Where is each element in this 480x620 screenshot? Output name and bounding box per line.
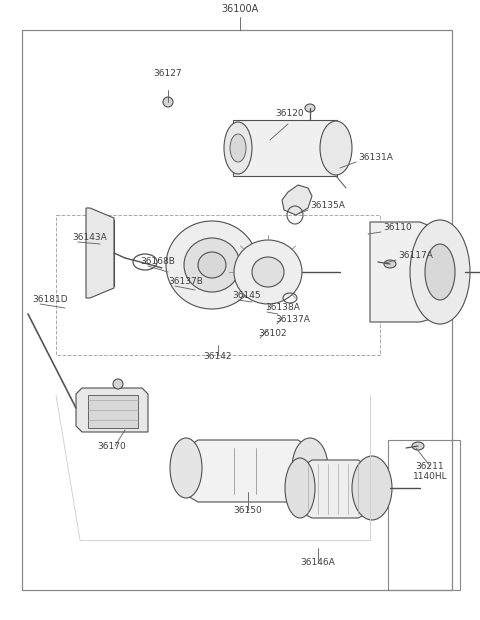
Text: 36131A: 36131A <box>358 154 393 162</box>
Ellipse shape <box>198 252 226 278</box>
Ellipse shape <box>412 442 424 450</box>
Polygon shape <box>186 440 310 502</box>
Polygon shape <box>76 388 148 432</box>
Ellipse shape <box>292 438 328 498</box>
Text: 36117A: 36117A <box>398 252 433 260</box>
Text: 36137A: 36137A <box>275 316 310 324</box>
Text: 36150: 36150 <box>234 506 263 515</box>
Ellipse shape <box>410 220 470 324</box>
Ellipse shape <box>166 221 258 309</box>
Polygon shape <box>300 460 372 518</box>
Text: 36145: 36145 <box>232 291 261 301</box>
Ellipse shape <box>184 238 240 292</box>
Ellipse shape <box>352 456 392 520</box>
Text: 36135A: 36135A <box>310 200 345 210</box>
Bar <box>22 30 452 590</box>
Text: 36110: 36110 <box>383 223 412 232</box>
Text: 36142: 36142 <box>204 352 232 361</box>
Ellipse shape <box>285 458 315 518</box>
Ellipse shape <box>252 257 284 287</box>
Text: 36138A: 36138A <box>265 304 300 312</box>
Text: 36168B: 36168B <box>140 257 175 267</box>
Ellipse shape <box>170 438 202 498</box>
Polygon shape <box>370 222 440 322</box>
Text: 36170: 36170 <box>97 442 126 451</box>
Bar <box>233 120 337 176</box>
Ellipse shape <box>384 260 396 268</box>
Text: 36137B: 36137B <box>168 278 203 286</box>
Text: 36146A: 36146A <box>300 558 336 567</box>
Text: 36211
1140HL: 36211 1140HL <box>413 462 447 481</box>
Ellipse shape <box>224 122 252 174</box>
Bar <box>388 440 460 590</box>
Polygon shape <box>282 185 312 215</box>
Bar <box>86 220 114 286</box>
Bar <box>56 215 380 355</box>
Ellipse shape <box>113 379 123 389</box>
Ellipse shape <box>425 244 455 300</box>
Text: 36127: 36127 <box>154 69 182 78</box>
Ellipse shape <box>305 104 315 112</box>
Ellipse shape <box>320 121 352 175</box>
Ellipse shape <box>234 240 302 304</box>
Ellipse shape <box>163 97 173 107</box>
Text: 36181D: 36181D <box>32 296 68 304</box>
Ellipse shape <box>230 134 246 162</box>
Polygon shape <box>86 208 114 298</box>
Text: 36100A: 36100A <box>221 4 259 14</box>
Text: 36120: 36120 <box>276 109 304 118</box>
Text: 36143A: 36143A <box>72 234 107 242</box>
Text: 36102: 36102 <box>258 329 287 339</box>
Polygon shape <box>88 395 138 428</box>
